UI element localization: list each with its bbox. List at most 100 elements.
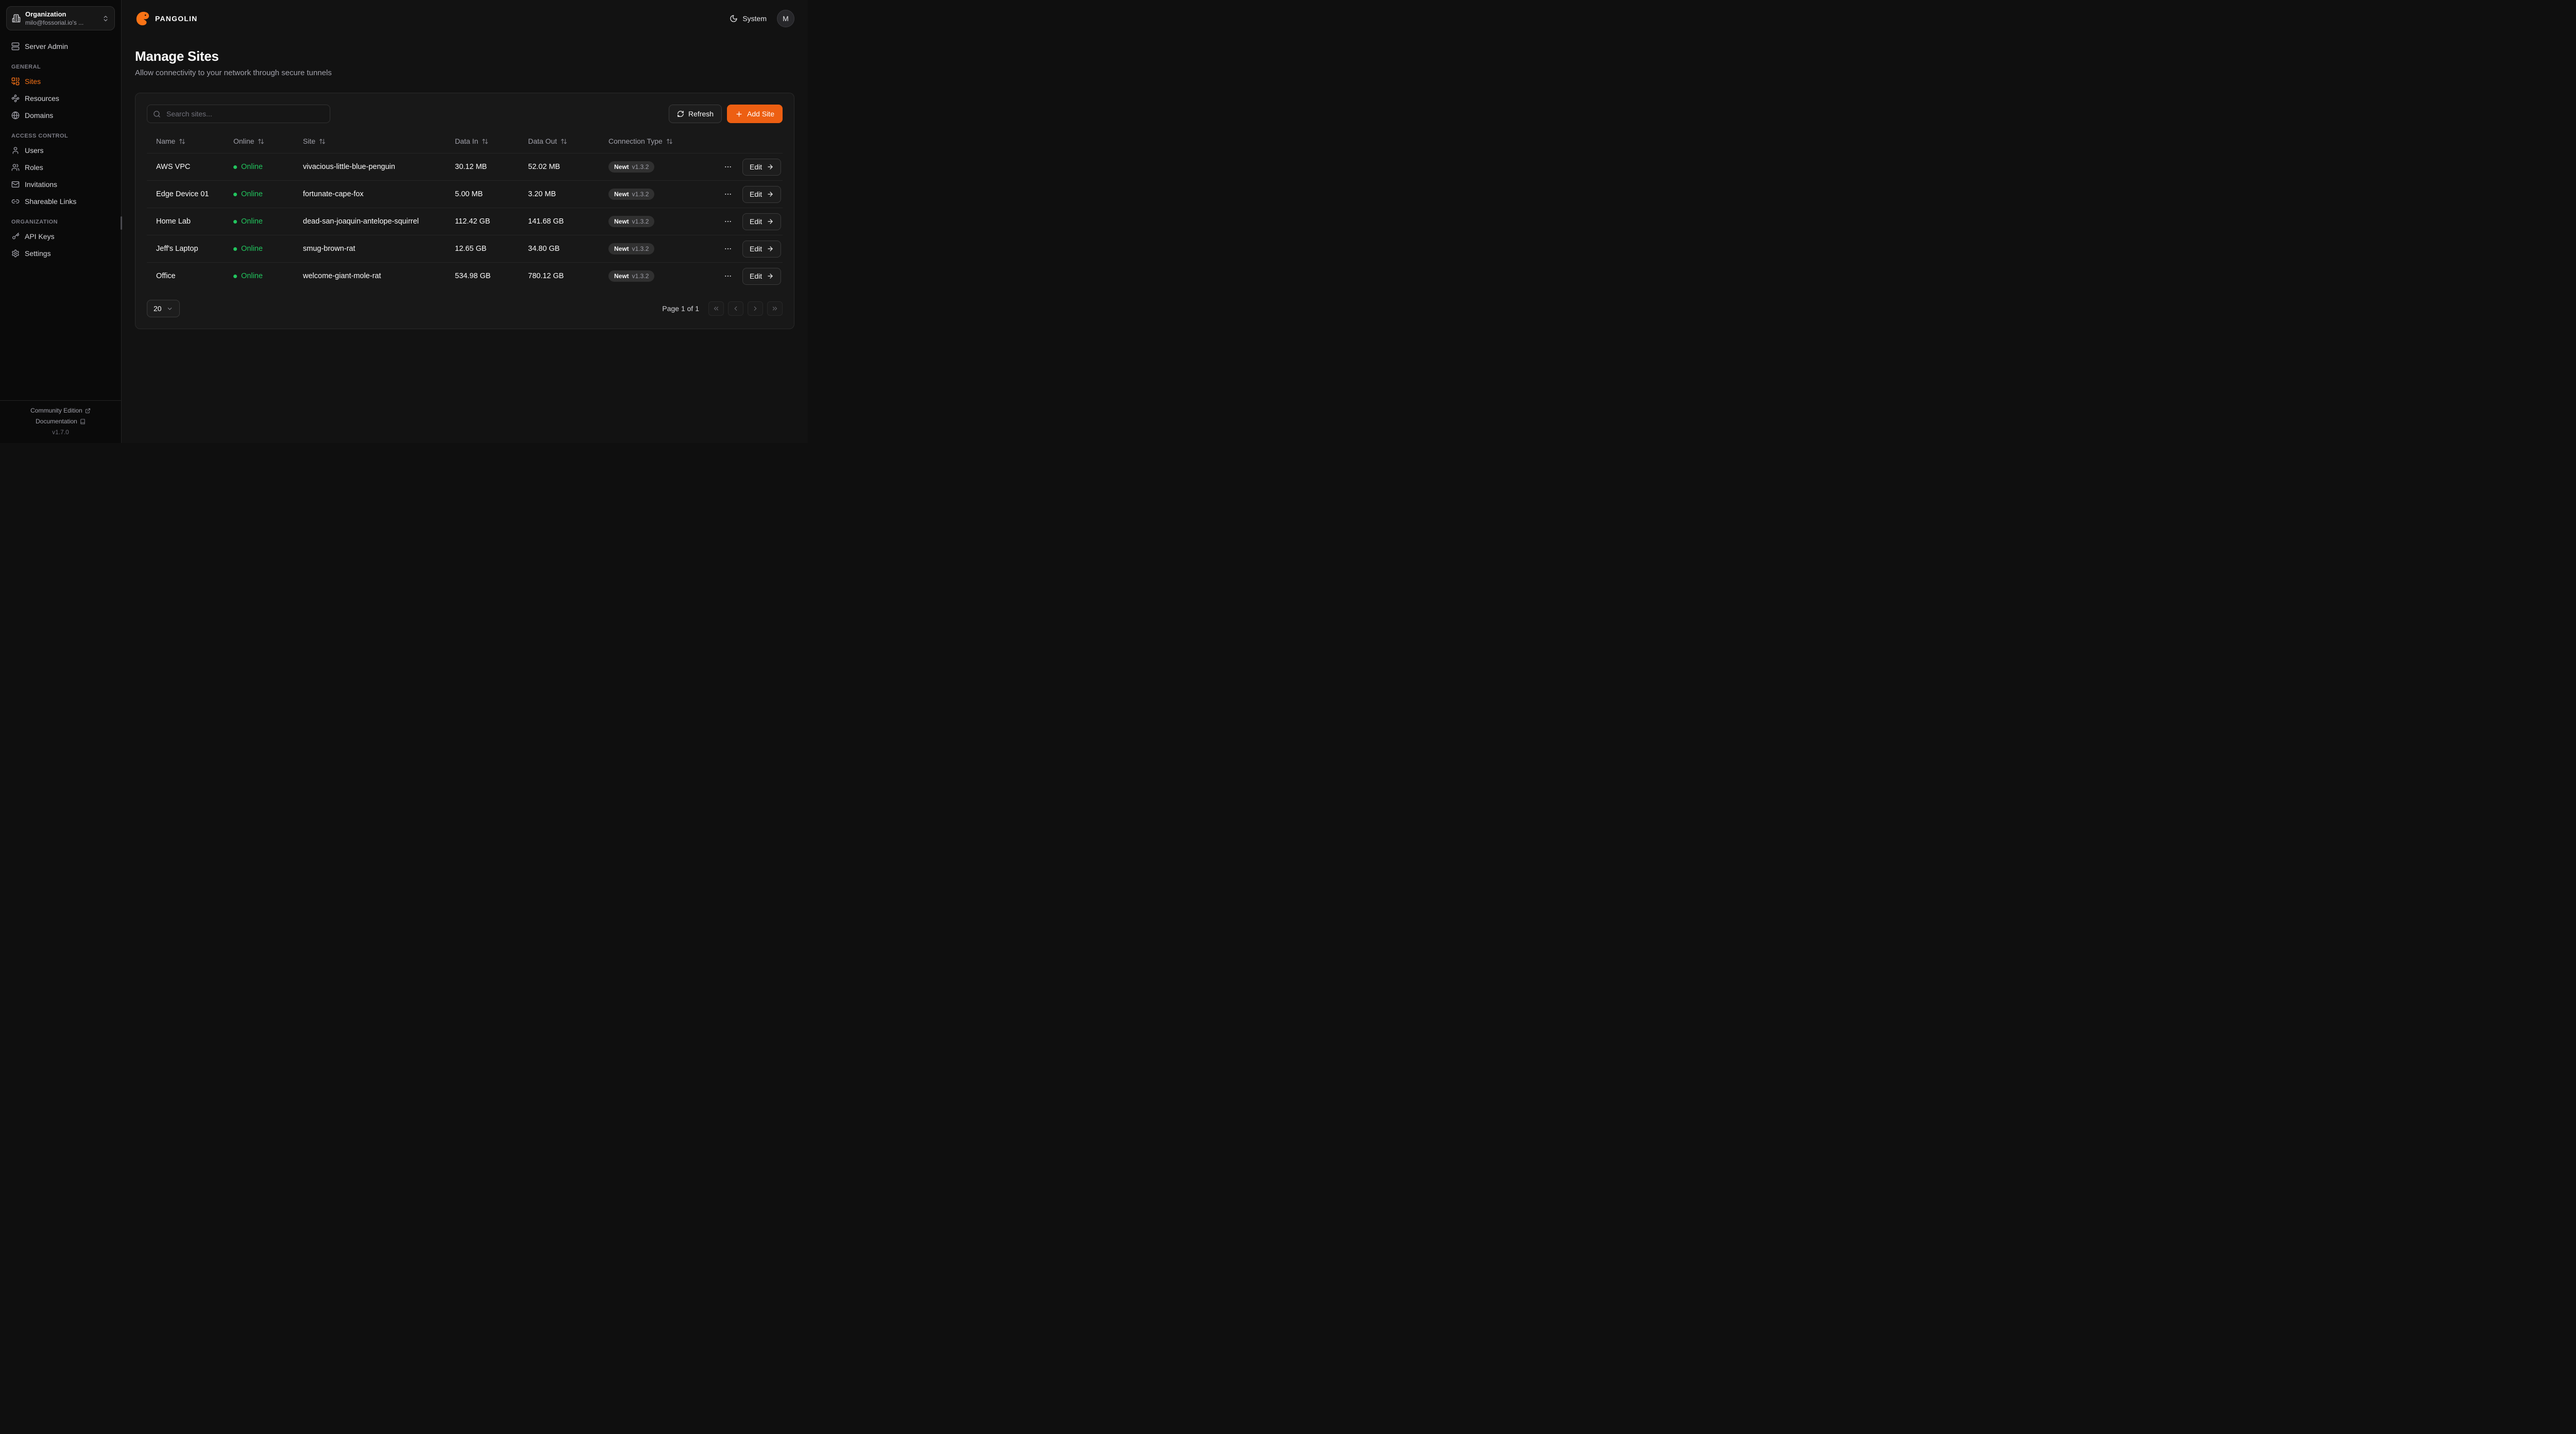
topbar: PANGOLIN System M — [122, 0, 808, 37]
column-header-name[interactable]: Name — [152, 137, 229, 145]
sidebar-item-label: Settings — [25, 249, 51, 258]
row-actions: Edit — [722, 213, 782, 230]
site-name: Edge Device 01 — [156, 190, 209, 198]
connection-version: v1.3.2 — [632, 218, 649, 225]
arrow-right-icon — [767, 245, 774, 252]
data-in-value: 5.00 MB — [455, 190, 483, 198]
connection-version: v1.3.2 — [632, 245, 649, 252]
next-page-button[interactable] — [748, 301, 763, 316]
row-menu-button[interactable] — [722, 161, 734, 173]
online-dot — [233, 192, 237, 196]
arrow-right-icon — [767, 163, 774, 170]
connection-type-badge: Newt v1.3.2 — [608, 161, 655, 173]
chevron-right-icon — [752, 305, 759, 312]
connection-name: Newt — [614, 272, 629, 280]
sidebar-resize-handle[interactable] — [121, 216, 122, 230]
table-row: Edge Device 01 Online fortunate-cape-fox… — [147, 180, 783, 208]
last-page-button[interactable] — [767, 301, 783, 316]
row-actions: Edit — [722, 158, 782, 176]
sidebar-item-label: Domains — [25, 111, 54, 120]
online-dot — [233, 165, 237, 169]
search-input[interactable] — [165, 109, 324, 118]
page-content: Manage Sites Allow connectivity to your … — [122, 37, 808, 329]
column-label: Data In — [455, 137, 479, 145]
mail-icon — [11, 180, 20, 189]
external-link-icon — [85, 408, 91, 414]
previous-page-button[interactable] — [728, 301, 743, 316]
sidebar-nav: Server Admin GENERAL Sites Resources — [0, 37, 121, 400]
column-label: Data Out — [528, 137, 557, 145]
column-label: Name — [156, 137, 176, 145]
sidebar-item-settings[interactable]: Settings — [7, 245, 114, 262]
sidebar-item-label: Server Admin — [25, 42, 69, 50]
row-actions: Edit — [722, 240, 782, 258]
column-header-data-in[interactable]: Data In — [451, 137, 524, 145]
sidebar-item-api-keys[interactable]: API Keys — [7, 228, 114, 245]
edit-button[interactable]: Edit — [742, 267, 782, 285]
online-dot — [233, 247, 237, 251]
org-selector[interactable]: Organization milo@fossorial.io's ... — [6, 6, 115, 30]
refresh-button[interactable]: Refresh — [669, 105, 722, 123]
page-size-select[interactable]: 20 — [147, 300, 180, 317]
documentation-link[interactable]: Documentation — [5, 418, 116, 425]
brand: PANGOLIN — [135, 11, 197, 26]
table-row: Office Online welcome-giant-mole-rat 534… — [147, 262, 783, 289]
sidebar: Organization milo@fossorial.io's ... Ser… — [0, 0, 122, 443]
sidebar-item-users[interactable]: Users — [7, 142, 114, 159]
sidebar-footer: Community Edition Documentation v1.7.0 — [0, 400, 121, 443]
sidebar-item-domains[interactable]: Domains — [7, 107, 114, 124]
app-root: Organization milo@fossorial.io's ... Ser… — [0, 0, 808, 443]
edit-button[interactable]: Edit — [742, 240, 782, 258]
edit-button[interactable]: Edit — [742, 213, 782, 230]
link-icon — [11, 197, 20, 206]
arrow-right-icon — [767, 272, 774, 280]
org-subtitle: milo@fossorial.io's ... — [25, 19, 84, 26]
data-in-value: 30.12 MB — [455, 163, 487, 171]
users-icon — [11, 163, 20, 172]
online-label: Online — [241, 163, 263, 171]
chevrons-left-icon — [713, 305, 720, 312]
sort-icon — [319, 138, 326, 145]
theme-toggle[interactable]: System — [730, 14, 767, 23]
first-page-button[interactable] — [708, 301, 724, 316]
row-menu-button[interactable] — [722, 215, 734, 228]
globe-icon — [11, 111, 20, 120]
sidebar-item-invitations[interactable]: Invitations — [7, 176, 114, 193]
column-label: Site — [303, 137, 316, 145]
column-header-site[interactable]: Site — [299, 137, 451, 145]
sidebar-item-label: Users — [25, 146, 44, 155]
online-status: Online — [229, 272, 299, 280]
sidebar-item-label: Invitations — [25, 180, 58, 189]
sidebar-item-label: API Keys — [25, 232, 55, 241]
edit-label: Edit — [750, 272, 762, 280]
edit-button[interactable]: Edit — [742, 158, 782, 176]
column-header-data-out[interactable]: Data Out — [524, 137, 604, 145]
site-slug: smug-brown-rat — [303, 245, 355, 253]
sidebar-item-roles[interactable]: Roles — [7, 159, 114, 176]
pagination-buttons — [708, 301, 783, 316]
arrow-right-icon — [767, 191, 774, 198]
sidebar-item-resources[interactable]: Resources — [7, 90, 114, 107]
search-box — [147, 105, 330, 123]
row-menu-button[interactable] — [722, 243, 734, 255]
edit-button[interactable]: Edit — [742, 185, 782, 203]
edit-label: Edit — [750, 245, 762, 253]
sidebar-item-sites[interactable]: Sites — [7, 73, 114, 90]
row-actions: Edit — [722, 267, 782, 285]
pagination-right: Page 1 of 1 — [662, 301, 783, 316]
chevrons-up-down-icon — [102, 15, 109, 22]
column-header-connection-type[interactable]: Connection Type — [604, 137, 722, 145]
avatar[interactable]: M — [777, 10, 794, 27]
row-menu-button[interactable] — [722, 188, 734, 200]
column-header-online[interactable]: Online — [229, 137, 299, 145]
add-site-button[interactable]: Add Site — [727, 105, 783, 123]
data-out-value: 3.20 MB — [528, 190, 556, 198]
row-menu-button[interactable] — [722, 270, 734, 282]
sidebar-item-server-admin[interactable]: Server Admin — [7, 38, 114, 55]
table-header: Name Online Site Data In — [147, 129, 783, 153]
community-edition-link[interactable]: Community Edition — [5, 407, 116, 414]
online-label: Online — [241, 217, 263, 226]
sidebar-item-shareable-links[interactable]: Shareable Links — [7, 193, 114, 210]
column-label: Online — [233, 137, 255, 145]
site-slug: dead-san-joaquin-antelope-squirrel — [303, 217, 419, 226]
